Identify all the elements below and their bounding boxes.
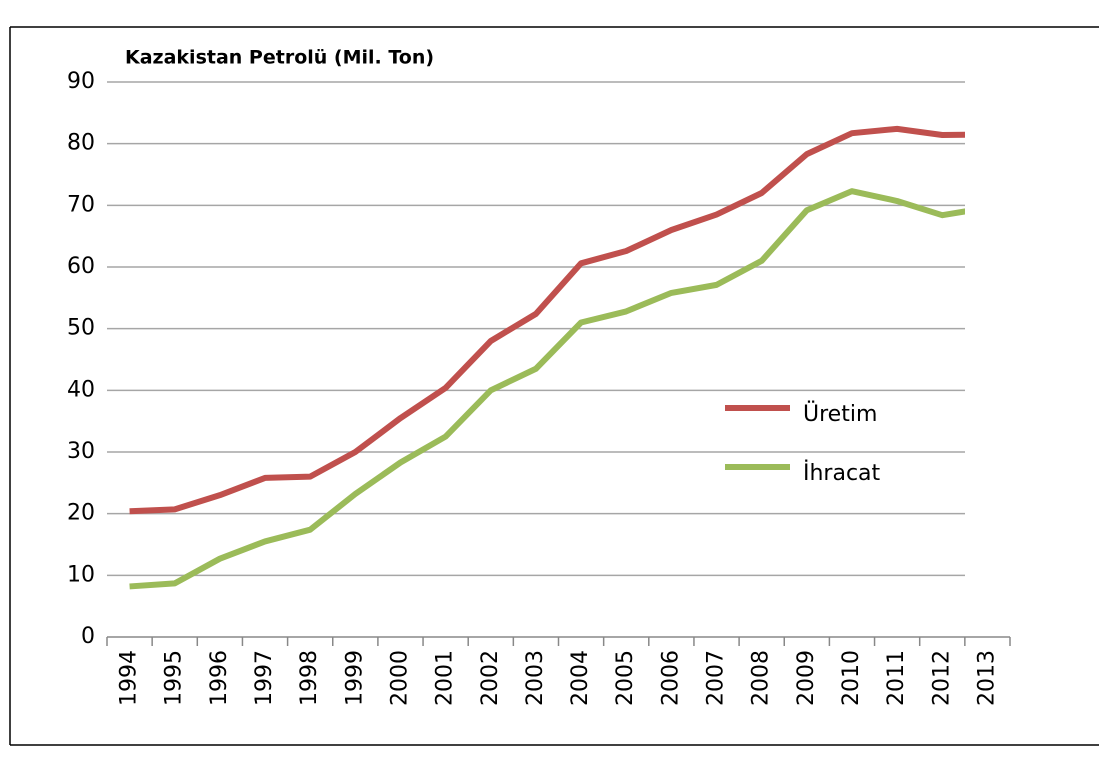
- y-tick-label: 70: [67, 192, 95, 217]
- legend-label: İhracat: [803, 460, 881, 486]
- chart-title: Kazakistan Petrolü (Mil. Ton): [125, 47, 434, 69]
- y-tick-label: 40: [67, 377, 95, 402]
- x-tick-label: 2009: [794, 650, 819, 706]
- y-tick-label: 60: [67, 254, 95, 279]
- x-tick-label: 2012: [929, 650, 954, 706]
- x-tick-label: 2006: [658, 650, 683, 706]
- plot-area: [129, 125, 965, 590]
- y-tick-label: 30: [67, 439, 95, 464]
- y-tick-label: 90: [67, 69, 95, 94]
- x-tick-label: 2001: [433, 650, 458, 706]
- legend-label: Üretim: [803, 401, 877, 427]
- x-tick-label: 2003: [523, 650, 548, 706]
- x-tick-label: 2008: [749, 650, 774, 706]
- x-tick-label: 2002: [478, 650, 503, 706]
- x-tick-label: 1995: [162, 650, 187, 706]
- x-tick-label: 2005: [613, 650, 638, 706]
- x-tick-label: 1999: [342, 650, 367, 706]
- y-tick-label: 0: [81, 624, 95, 649]
- x-tick-label: 2007: [704, 650, 729, 706]
- y-tick-label: 10: [67, 562, 95, 587]
- x-tick-label: 2011: [884, 650, 909, 706]
- x-tick-label: 2010: [839, 650, 864, 706]
- x-tick-label: 1998: [297, 650, 322, 706]
- y-tick-label: 80: [67, 131, 95, 156]
- x-tick-label: 1997: [252, 650, 277, 706]
- x-tick-label: 2013: [974, 650, 999, 706]
- series-line: [129, 188, 965, 590]
- x-tick-label: 1996: [207, 650, 232, 706]
- y-tick-label: 20: [67, 501, 95, 526]
- x-tick-label: 2004: [568, 650, 593, 706]
- x-tick-label: 1994: [117, 650, 142, 706]
- series-line: [129, 125, 965, 515]
- x-tick-label: 2000: [387, 650, 412, 706]
- y-tick-label: 50: [67, 316, 95, 341]
